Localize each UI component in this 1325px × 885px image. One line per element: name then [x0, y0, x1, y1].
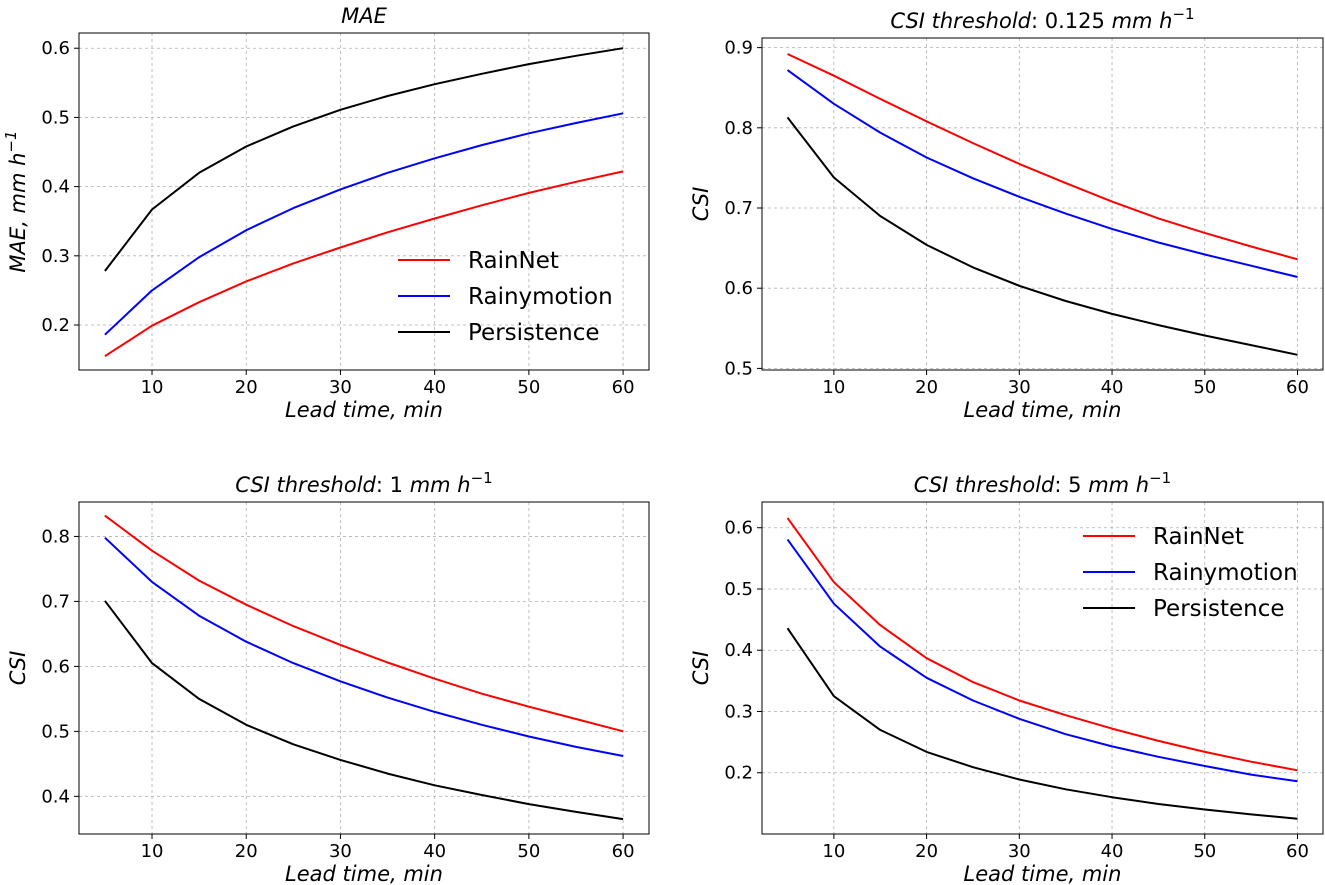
x-tick-label: 50	[1193, 377, 1216, 398]
legend-label-rainymotion: Rainymotion	[1153, 560, 1298, 586]
y-tick-label: 0.6	[41, 38, 70, 59]
x-tick-label: 10	[141, 377, 164, 398]
legend: RainNet Rainymotion Persistence	[398, 248, 613, 346]
series-line-rainymotion	[104, 536, 624, 757]
x-tick-label: 30	[329, 377, 352, 398]
x-tick-label: 60	[1286, 377, 1309, 398]
series-line-rainnet	[104, 170, 624, 358]
subplot-3: 10 20 30 40 50 60 0.4 0.5 0.6 0.7 0.8 Lead time, mi…	[6, 469, 650, 885]
series-line-rainnet	[787, 53, 1298, 261]
subplot-title: CSI threshold: 0.125 mm h−1	[890, 5, 1194, 33]
series-line-persistence	[104, 600, 624, 821]
y-axis-label: CSI	[6, 651, 30, 686]
y-tick-label: 0.5	[41, 721, 70, 742]
plot-frame	[761, 37, 1324, 371]
subplot-title: CSI threshold: 1 mm h−1	[235, 469, 492, 497]
y-tick-label: 0.6	[724, 278, 753, 299]
y-tick-label: 0.5	[724, 358, 753, 379]
y-tick-label: 0.7	[724, 198, 753, 219]
legend-label-rainnet: RainNet	[1153, 524, 1244, 550]
x-tick-label: 30	[329, 841, 352, 862]
x-tick-label: 20	[915, 841, 938, 862]
y-tick-label: 0.5	[41, 107, 70, 128]
x-axis-label: Lead time, min	[285, 862, 443, 885]
y-tick-label: 0.8	[41, 526, 70, 547]
series-line-persistence	[104, 47, 624, 272]
x-tick-label: 40	[1101, 841, 1124, 862]
plot-frame	[78, 501, 650, 835]
series-line-rainnet	[104, 514, 624, 733]
x-tick-label: 10	[141, 841, 164, 862]
y-axis-label: MAE, mm h−1	[2, 130, 30, 272]
subplot-title: MAE	[341, 4, 387, 28]
y-tick-label: 0.6	[724, 518, 753, 539]
legend-label-rainymotion: Rainymotion	[468, 284, 613, 310]
series-line-persistence	[786, 627, 1298, 820]
x-tick-label: 20	[235, 841, 258, 862]
legend-label-persistence: Persistence	[468, 320, 600, 346]
y-tick-label: 0.4	[724, 640, 753, 661]
x-tick-label: 30	[1008, 841, 1031, 862]
legend-label-persistence: Persistence	[1153, 596, 1285, 622]
x-axis-label: Lead time, min	[964, 862, 1122, 885]
x-axis-label: Lead time, min	[964, 398, 1122, 422]
x-tick-label: 60	[1286, 841, 1309, 862]
x-tick-label: 40	[423, 377, 446, 398]
y-tick-label: 0.7	[41, 591, 70, 612]
y-tick-label: 0.2	[724, 763, 753, 784]
y-tick-label: 0.3	[41, 246, 70, 267]
x-tick-label: 10	[822, 377, 845, 398]
y-tick-label: 0.8	[724, 118, 753, 139]
y-tick-label: 0.4	[41, 786, 70, 807]
x-tick-label: 20	[915, 377, 938, 398]
x-tick-label: 40	[423, 841, 446, 862]
y-tick-label: 0.9	[724, 38, 753, 59]
y-tick-label: 0.5	[724, 579, 753, 600]
legend: RainNet Rainymotion Persistence	[1083, 524, 1298, 622]
subplot-1: 10 20 30 40 50 60 0.2 0.3 0.4 0.5 0.6 Lead time, mi…	[2, 4, 650, 422]
x-tick-label: 50	[517, 841, 540, 862]
series-line-rainymotion	[786, 69, 1298, 278]
plot-frame	[78, 32, 650, 371]
x-tick-label: 20	[235, 377, 258, 398]
y-tick-label: 0.6	[41, 656, 70, 677]
x-tick-label: 60	[612, 841, 635, 862]
series-line-persistence	[786, 116, 1298, 356]
y-axis-label: CSI	[689, 651, 713, 686]
x-tick-label: 50	[517, 377, 540, 398]
x-tick-label: 10	[822, 841, 845, 862]
legend-label-rainnet: RainNet	[468, 248, 559, 274]
x-tick-label: 30	[1008, 377, 1031, 398]
x-axis-label: Lead time, min	[285, 398, 443, 422]
plot-frame	[761, 501, 1324, 835]
subplot-4: 10 20 30 40 50 60 0.2 0.3 0.4 0.5 0.6 Lead time, mi…	[689, 469, 1324, 885]
y-tick-label: 0.2	[41, 315, 70, 336]
y-tick-label: 0.3	[724, 701, 753, 722]
x-tick-label: 60	[612, 377, 635, 398]
series-line-rainnet	[786, 517, 1298, 772]
series-line-rainymotion	[104, 112, 624, 336]
subplot-2: 10 20 30 40 50 60 0.5 0.6 0.7 0.8 0.9 Lead time, mi…	[689, 5, 1324, 422]
y-tick-label: 0.4	[41, 177, 70, 198]
subplot-title: CSI threshold: 5 mm h−1	[914, 469, 1171, 497]
x-tick-label: 40	[1101, 377, 1124, 398]
y-axis-label: CSI	[689, 187, 713, 222]
x-tick-label: 50	[1193, 841, 1216, 862]
series-line-rainymotion	[786, 538, 1298, 783]
